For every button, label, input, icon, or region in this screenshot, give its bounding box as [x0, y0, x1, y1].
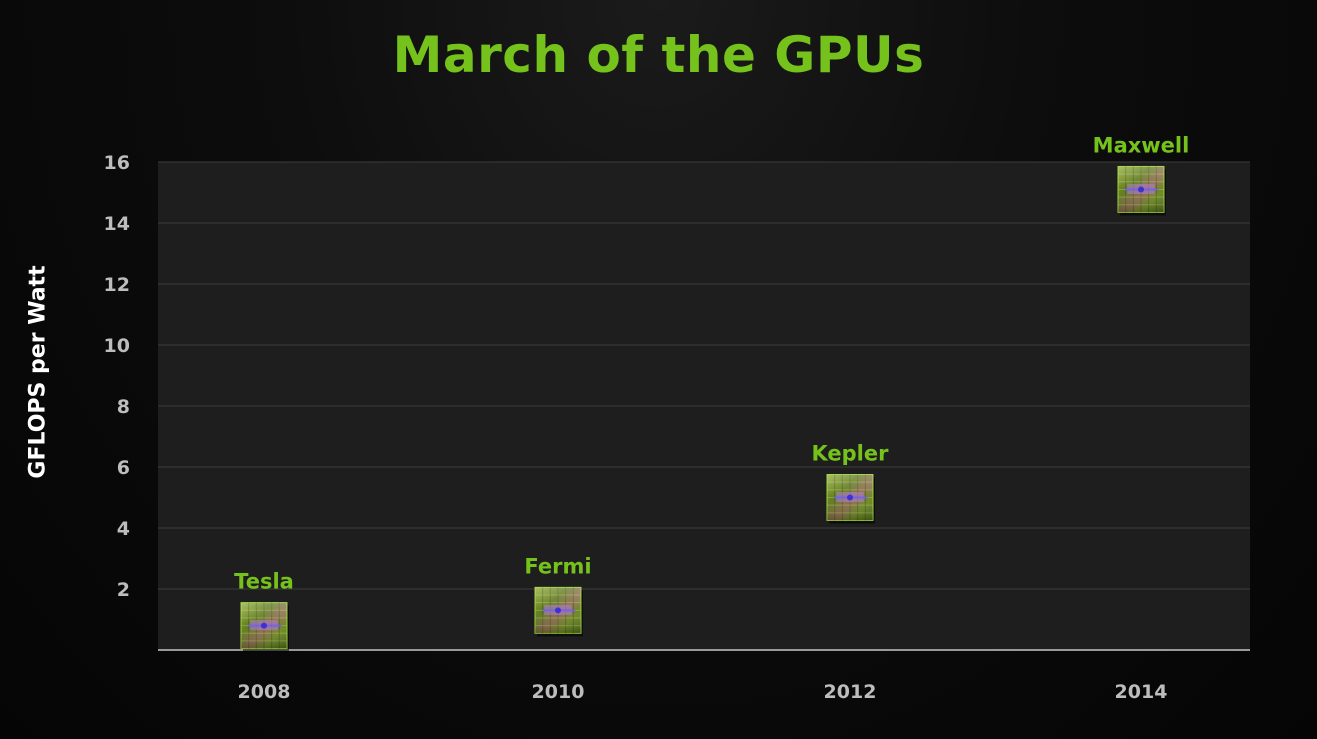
data-point: Fermi — [524, 554, 592, 637]
y-tick-label: 16 — [104, 152, 130, 174]
data-point: Kepler — [812, 442, 890, 524]
data-points: Tesla Fermi Kepler Maxwell — [234, 133, 1190, 652]
axes: 2 4 6 8 10 12 14 16 2008 2010 2012 2014 — [104, 152, 1250, 703]
point-label: Maxwell — [1093, 133, 1190, 157]
x-tick-label: 2008 — [238, 681, 291, 703]
y-tick-label: 8 — [117, 396, 130, 418]
x-tick-label: 2014 — [1115, 681, 1168, 703]
gpu-chip-die-icon — [826, 474, 875, 524]
gpu-chip-die-icon — [240, 602, 289, 652]
gridlines — [158, 161, 1250, 590]
y-tick-label: 6 — [117, 457, 130, 479]
point-label: Tesla — [234, 570, 294, 594]
y-tick-label: 14 — [104, 213, 130, 235]
y-tick-label: 4 — [117, 518, 130, 540]
gpu-chip-die-icon — [1117, 165, 1166, 216]
slide-title: March of the GPUs — [392, 26, 925, 84]
gpu-chip-die-icon — [534, 586, 583, 637]
data-point: Tesla — [234, 570, 294, 652]
y-tick-label: 12 — [104, 274, 130, 296]
point-label: Kepler — [812, 442, 890, 466]
point-label: Fermi — [524, 554, 591, 578]
data-point: Maxwell — [1093, 133, 1190, 216]
x-tick-label: 2012 — [824, 681, 877, 703]
y-tick-label: 10 — [104, 335, 130, 357]
y-tick-label: 2 — [117, 579, 130, 601]
x-tick-label: 2010 — [532, 681, 585, 703]
